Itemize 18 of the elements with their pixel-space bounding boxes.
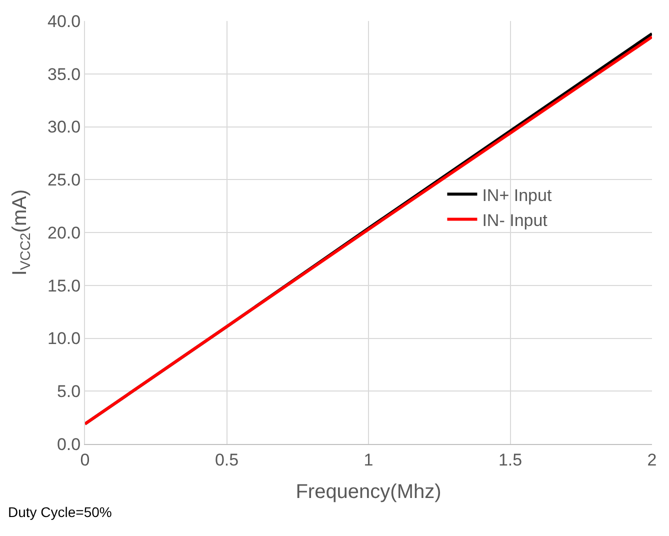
x-tick-label: 0 (80, 450, 90, 470)
legend-label: IN- Input (482, 210, 548, 230)
text: Duty Cycle=50% (8, 504, 112, 520)
y-tick-label: 5.0 (56, 382, 81, 402)
x-tick-label: 1 (364, 450, 374, 470)
y-tick-label: 40.0 (48, 12, 81, 31)
x-tick-label: 0.5 (214, 450, 239, 470)
x-axis-title: Frequency(Mhz) (296, 480, 442, 503)
y-tick-label: 10.0 (48, 329, 81, 348)
legend-label: IN+ Input (482, 186, 552, 205)
y-tick-label: 30.0 (48, 118, 81, 137)
x-tick-label: 1.5 (498, 450, 522, 470)
y-tick-label: 15.0 (48, 276, 81, 296)
y-tick-label: 0.0 (56, 434, 81, 454)
x-tick-label: 2 (647, 450, 657, 470)
y-tick-label: 35.0 (48, 64, 81, 84)
y-tick-label: 20.0 (48, 223, 81, 242)
y-tick-label: 25.0 (48, 170, 81, 190)
